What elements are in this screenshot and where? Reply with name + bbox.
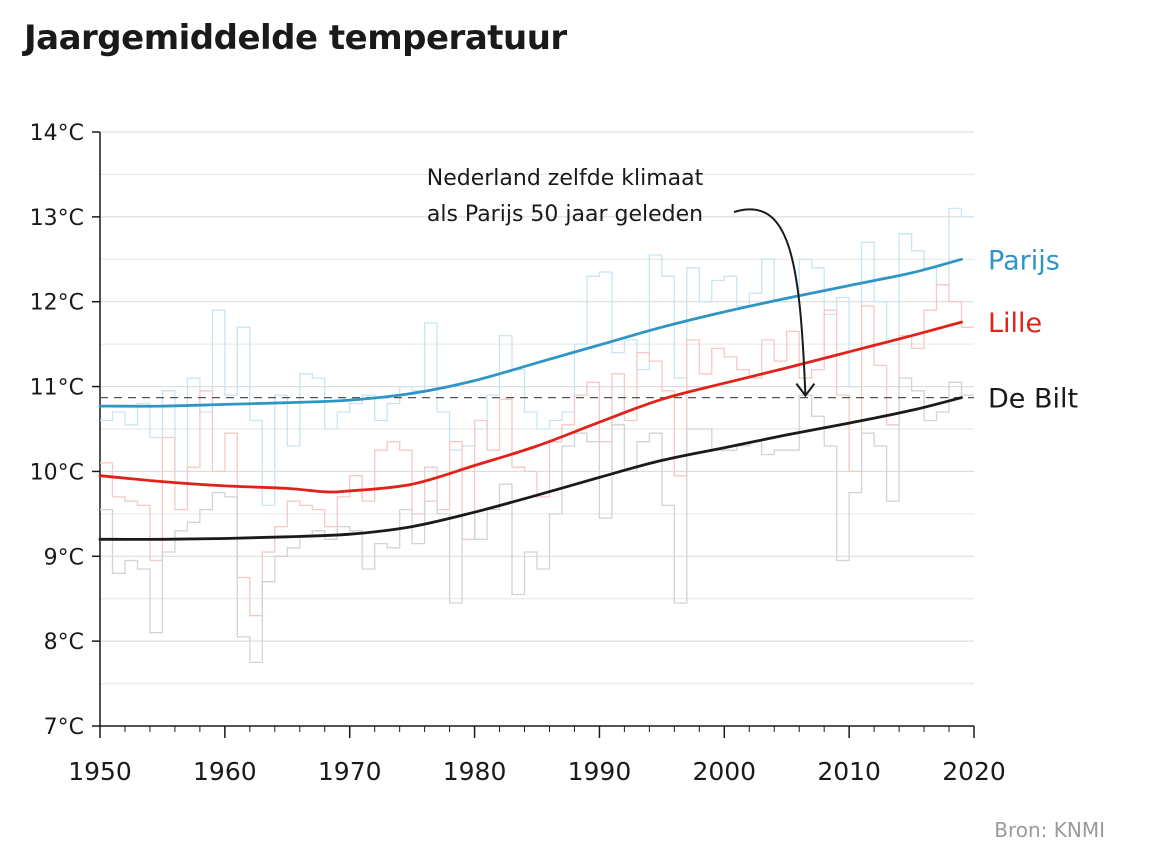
annotation-arrow (733, 208, 807, 396)
annual-line-lille (100, 284, 974, 617)
x-tick-label: 1980 (443, 757, 507, 786)
y-tick-label: 8°C (44, 630, 84, 655)
x-tick-label: 2000 (692, 757, 756, 786)
axis-layer: 7°C 8°C 9°C 10°C 11°C 12°C 13°C 14°C 1950 1960 197… (30, 121, 1006, 786)
x-tick-label: 1990 (568, 757, 632, 786)
x-tick-label: 1970 (318, 757, 382, 786)
y-tick-label: 11°C (30, 376, 84, 401)
annotation-line-2: als Parijs 50 jaar geleden (427, 202, 703, 227)
source-note: Bron: KNMI (994, 818, 1105, 842)
x-tick-label: 1960 (193, 757, 257, 786)
legend-label-lille: Lille (988, 308, 1042, 339)
annotation-layer: Nederland zelfde klimaat als Parijs 50 ja… (427, 166, 816, 398)
legend-label-parijs: Parijs (988, 245, 1060, 276)
annual-series-layer (100, 207, 974, 664)
legend-label-de-bilt: De Bilt (988, 384, 1078, 415)
chart-title: Jaargemiddelde temperatuur (24, 18, 567, 58)
y-tick-label: 12°C (30, 291, 84, 316)
trend-line-parijs (98, 257, 963, 408)
y-tick-label: 9°C (44, 545, 84, 570)
annual-line-parijs (100, 207, 974, 507)
x-tick-label: 1950 (68, 757, 132, 786)
y-tick-label: 10°C (30, 460, 84, 485)
trend-line-lille (98, 320, 963, 494)
y-tick-label: 7°C (44, 715, 84, 740)
annual-line-de-bilt (100, 377, 974, 664)
x-tick-label: 2020 (942, 757, 1006, 786)
annotation-arrowhead (795, 383, 816, 398)
trend-line-de-bilt (98, 396, 963, 541)
y-tick-label: 14°C (30, 121, 84, 146)
trend-series-layer (98, 257, 963, 541)
x-tick-label: 2010 (817, 757, 881, 786)
y-tick-label: 13°C (30, 206, 84, 231)
label-layer: Parijs Lille De Bilt (988, 245, 1078, 414)
grid-layer (100, 131, 974, 685)
annotation-line-1: Nederland zelfde klimaat (427, 166, 704, 191)
